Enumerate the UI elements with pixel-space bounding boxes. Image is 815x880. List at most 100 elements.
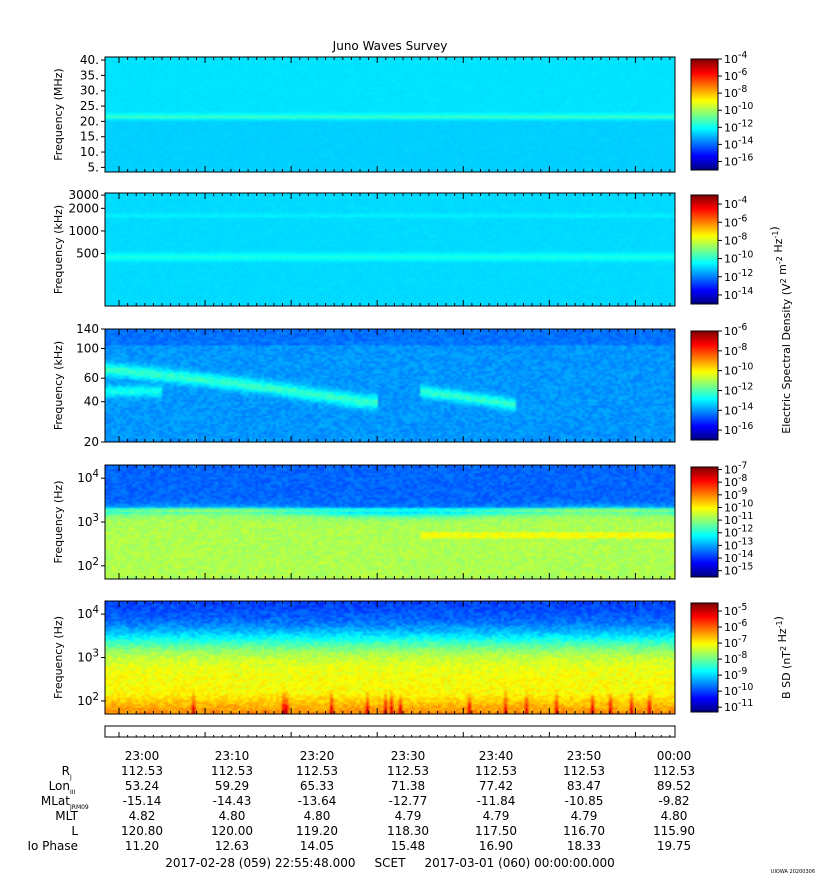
footer-id: UIOWA 20200306 xyxy=(771,869,815,875)
ephemeris-value: 4.79 xyxy=(395,809,422,823)
colorbar-tick-label: 10-12 xyxy=(724,381,753,397)
ephemeris-row-subscript: J xyxy=(69,774,72,781)
y-tick-label: 102 xyxy=(77,692,99,708)
ephemeris-value: -12.77 xyxy=(389,794,428,808)
ephemeris-value: 18.33 xyxy=(567,839,601,853)
y-axis-label: Frequency (kHz) xyxy=(52,341,65,430)
ephemeris-row-label: MLat xyxy=(41,794,70,808)
ephemeris-value: 71.38 xyxy=(391,779,425,793)
y-tick-label: 100 xyxy=(76,342,99,356)
ephemeris-value: 112.53 xyxy=(121,764,163,778)
colorbar-tick-label: 10-12 xyxy=(724,268,753,284)
time-label: 23:40 xyxy=(479,749,514,763)
ephemeris-value: 112.53 xyxy=(211,764,253,778)
colorbar-tick-label: 10-14 xyxy=(724,286,753,302)
colorbar-tick-label: 10-14 xyxy=(724,135,753,151)
ephemeris-value: 115.90 xyxy=(653,824,695,838)
y-tick-label: 2000 xyxy=(68,201,99,215)
spectrogram-image xyxy=(105,465,675,579)
panel-frame xyxy=(104,56,676,173)
time-label: 23:30 xyxy=(391,749,426,763)
ephemeris-value: -14.43 xyxy=(213,794,252,808)
ephemeris-row-label: R xyxy=(62,764,70,778)
ephemeris-row-label: Io Phase xyxy=(27,839,78,853)
y-tick-label: 20 xyxy=(84,435,99,449)
y-tick-label: 1000 xyxy=(68,224,99,238)
ephemeris-value: 14.05 xyxy=(300,839,334,853)
colorbar xyxy=(691,59,718,170)
colorbar-tick-label: 10-10 xyxy=(724,498,753,514)
y-tick-label: 40 xyxy=(84,395,99,409)
colorbar-tick-label: 10-10 xyxy=(724,362,753,378)
y-tick-label: 500 xyxy=(76,247,99,261)
colorbar-tick-label: 10-8 xyxy=(724,650,747,666)
ephemeris-value: 112.53 xyxy=(296,764,338,778)
ephemeris-value: -10.85 xyxy=(565,794,604,808)
colorbar-tick-label: 10-16 xyxy=(724,421,753,437)
y-tick-label: 35. xyxy=(80,68,99,82)
y-tick-label: 10. xyxy=(80,145,99,159)
colorbar-tick-label: 10-6 xyxy=(724,322,747,338)
ephemeris-value: 83.47 xyxy=(567,779,601,793)
ephemeris-row-subscript: III xyxy=(70,789,76,796)
colorbar-tick-label: 10-8 xyxy=(724,473,747,489)
y-axis-label: Frequency (Hz) xyxy=(52,481,65,564)
ephemeris-value: 77.42 xyxy=(479,779,513,793)
ephemeris-value: 19.75 xyxy=(657,839,691,853)
ephemeris-value: 112.53 xyxy=(475,764,517,778)
ephemeris-value: -13.64 xyxy=(298,794,337,808)
spectrogram-image xyxy=(105,329,675,442)
colorbar-tick-label: 10-9 xyxy=(724,486,747,502)
colorbar-tick-label: 10-16 xyxy=(724,152,753,168)
ephemeris-value: 117.50 xyxy=(475,824,517,838)
panel-4: 104 103 102 Frequency (Hz) 10-710-810-910-10… xyxy=(52,461,753,580)
y-tick-label: 104 xyxy=(77,605,99,621)
chart-title: Juno Waves Survey xyxy=(332,39,448,53)
colorbar-tick-label: 10-10 xyxy=(724,101,753,117)
colorbar-tick-label: 10-14 xyxy=(724,401,753,417)
ephemeris-row-label: Lon xyxy=(49,779,70,793)
time-axis-strip xyxy=(104,725,676,738)
y-tick-label: 102 xyxy=(77,557,99,573)
ephemeris-value: 112.53 xyxy=(563,764,605,778)
colorbar-tick-label: 10-14 xyxy=(724,549,753,565)
y-tick-label: 15. xyxy=(80,130,99,144)
ephemeris-value: 59.29 xyxy=(215,779,249,793)
y-tick-label: 103 xyxy=(77,513,99,529)
spectrogram-panels: 40.35. 30.25.20. 15.10.5. Frequency (MHz) 10… xyxy=(52,50,793,715)
colorbar-tick-label: 10-9 xyxy=(724,666,747,682)
ephemeris-value: 119.20 xyxy=(296,824,338,838)
colorbar-tick-label: 10-7 xyxy=(724,461,747,477)
colorbar-tick-label: 10-13 xyxy=(724,536,753,552)
spectrogram-image xyxy=(105,601,675,714)
ephemeris-value: 16.90 xyxy=(479,839,513,853)
colorbar-tick-label: 10-10 xyxy=(724,250,753,266)
ephemeris-row-label: MLT xyxy=(55,809,78,823)
colorbar-tick-label: 10-11 xyxy=(724,698,753,714)
ephemeris-value: 120.00 xyxy=(211,824,253,838)
y-tick-label: 103 xyxy=(77,649,99,665)
colorbar-tick-label: 10-6 xyxy=(724,213,747,229)
time-range: 2017-02-28 (059) 22:55:48.000 SCET 2017-… xyxy=(165,856,615,870)
time-label: 23:00 xyxy=(125,749,160,763)
ephemeris-value: 4.80 xyxy=(219,809,246,823)
colorbar-tick-label: 10-4 xyxy=(724,50,747,66)
ephemeris-value: -11.84 xyxy=(477,794,516,808)
time-label: 23:50 xyxy=(567,749,602,763)
ephemeris-value: 12.63 xyxy=(215,839,249,853)
colorbar xyxy=(691,195,718,304)
colorbar-tick-label: 10-6 xyxy=(724,67,747,83)
ephemeris-value: 4.80 xyxy=(304,809,331,823)
colorbar-frame xyxy=(690,194,719,305)
spectrogram-image xyxy=(105,57,675,172)
time-label: 00:00 xyxy=(657,749,692,763)
y-tick-label: 140 xyxy=(76,322,99,336)
colorbar xyxy=(691,467,718,577)
y-tick-label: 25. xyxy=(80,99,99,113)
panel-1: 40.35. 30.25.20. 15.10.5. Frequency (MHz) 10… xyxy=(52,50,753,174)
ephemeris-value: 15.48 xyxy=(391,839,425,853)
ephemeris-value: 116.70 xyxy=(563,824,605,838)
colorbar-frame xyxy=(690,466,719,578)
panel-frame xyxy=(104,328,676,443)
